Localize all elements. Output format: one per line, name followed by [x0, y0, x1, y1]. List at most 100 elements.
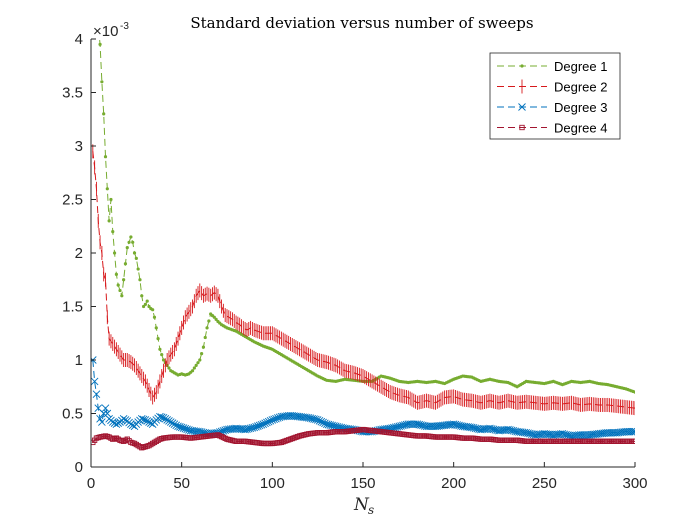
- series-1: [98, 39, 635, 394]
- data-point: [633, 390, 635, 394]
- data-point: [632, 438, 635, 444]
- data-point: [122, 278, 126, 282]
- chart-title: Standard deviation versus number of swee…: [190, 14, 533, 32]
- data-point: [103, 155, 108, 159]
- data-point: [198, 358, 202, 362]
- data-point: [154, 326, 158, 330]
- data-point: [263, 418, 271, 427]
- x-tick-label: 50: [173, 475, 190, 492]
- legend: Degree 1 Degree 2 Degree 3 Degree 4: [489, 52, 621, 140]
- data-point: [212, 315, 216, 319]
- y-tick-label: 2.5: [62, 192, 83, 209]
- data-point: [114, 272, 118, 276]
- data-point: [107, 219, 111, 223]
- data-point: [168, 419, 177, 427]
- data-point: [576, 431, 585, 439]
- data-point: [116, 283, 120, 287]
- data-point: [203, 335, 207, 340]
- y-exponent: ×10 -3: [93, 21, 129, 40]
- data-point: [120, 294, 124, 298]
- data-point: [625, 427, 634, 436]
- data-point: [201, 345, 206, 349]
- data-point: [493, 426, 502, 435]
- data-point: [161, 358, 166, 362]
- data-point: [165, 417, 173, 425]
- data-point: [214, 317, 218, 321]
- legend-label: Degree 4: [554, 121, 607, 136]
- data-point: [112, 251, 117, 255]
- legend-entry-2: Degree 2: [497, 79, 607, 95]
- data-point: [109, 197, 113, 202]
- data-point: [145, 418, 153, 426]
- data-point: [134, 256, 138, 260]
- data-point: [631, 427, 635, 436]
- x-tick-label: 250: [532, 475, 557, 492]
- data-point: [98, 418, 106, 426]
- y-tick-label: 2: [75, 245, 83, 262]
- y-tick-label: 0.5: [62, 406, 83, 423]
- data-point: [264, 417, 273, 426]
- data-point: [205, 326, 209, 330]
- data-point: [607, 428, 616, 437]
- data-point: [319, 418, 327, 427]
- data-point: [100, 80, 104, 84]
- data-point: [145, 299, 149, 303]
- data-point: [147, 304, 151, 309]
- y-tick-label: 0: [75, 459, 83, 476]
- data-point: [112, 420, 121, 429]
- data-point: [406, 420, 414, 429]
- data-point: [565, 431, 574, 440]
- legend-label: Degree 1: [554, 59, 607, 74]
- data-point: [127, 240, 131, 244]
- data-point: [141, 416, 150, 424]
- data-point: [103, 409, 112, 418]
- legend-entry-4: Degree 4: [497, 121, 607, 136]
- data-point: [101, 404, 110, 412]
- data-point: [578, 431, 587, 439]
- data-point: [125, 246, 129, 250]
- data-point: [91, 377, 99, 386]
- data-point: [261, 419, 269, 428]
- y-exponent-power: -3: [120, 21, 129, 32]
- x-tick-label: 0: [87, 475, 95, 492]
- data-point: [92, 390, 101, 399]
- data-point: [200, 351, 204, 356]
- y-tick-label: 1.5: [62, 299, 83, 316]
- data-point: [422, 422, 431, 431]
- data-point: [404, 420, 413, 429]
- series-3: [91, 356, 635, 440]
- data-point: [190, 369, 195, 373]
- data-point: [207, 319, 211, 323]
- data-point: [158, 347, 162, 351]
- data-point: [156, 337, 160, 341]
- y-tick-label: 3.5: [62, 85, 83, 102]
- data-point: [170, 420, 179, 429]
- data-point: [102, 112, 106, 116]
- data-point: [132, 251, 137, 255]
- data-point: [118, 288, 122, 293]
- x-tick-label: 200: [441, 475, 466, 492]
- data-point: [313, 416, 322, 424]
- data-point: [123, 262, 128, 266]
- data-point: [166, 418, 175, 426]
- data-point: [163, 416, 171, 424]
- data-point: [580, 431, 589, 439]
- data-point: [141, 304, 146, 309]
- legend-swatch-marker: [519, 124, 525, 131]
- data-point: [152, 315, 157, 319]
- legend-swatch-marker: [518, 103, 526, 111]
- axis-layer: 0 50 100 150 200 250 300 0 0.5 1 1.5 2 2.5 3 3.5 4: [62, 31, 647, 492]
- data-point: [111, 230, 115, 234]
- legend-label: Degree 3: [554, 100, 607, 115]
- data-point: [317, 417, 326, 426]
- data-point: [127, 420, 135, 429]
- data-point: [426, 422, 434, 431]
- data-point: [192, 366, 196, 370]
- data-point: [140, 294, 144, 298]
- data-point: [603, 428, 612, 437]
- series-layer: [91, 39, 635, 451]
- legend-entry-3: Degree 3: [497, 100, 607, 115]
- data-point: [424, 422, 433, 431]
- data-point: [408, 420, 416, 429]
